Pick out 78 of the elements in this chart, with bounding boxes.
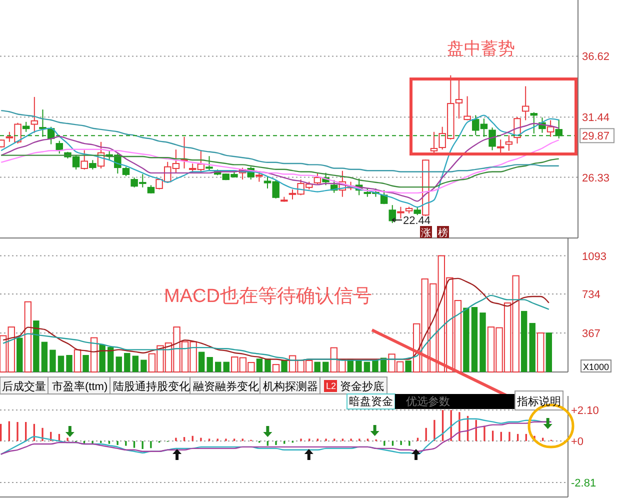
- text: 机构探测器: [263, 381, 318, 393]
- bar: [116, 356, 122, 372]
- annotation: 22.44: [403, 215, 431, 227]
- bar: [124, 352, 130, 372]
- bar: [529, 322, 536, 372]
- bar: [50, 350, 56, 372]
- bar: [314, 362, 320, 372]
- candlestick: [122, 166, 130, 177]
- bar: [463, 308, 470, 372]
- bar: [16, 338, 23, 372]
- candlestick: [314, 173, 322, 185]
- y-tick-label: 734: [582, 288, 600, 301]
- bar: [132, 356, 139, 372]
- annotation: 优选参数: [406, 395, 450, 408]
- y-tick-label: 1093: [582, 250, 606, 263]
- bar: [24, 301, 32, 372]
- y-tick-label: -2.81: [571, 478, 596, 490]
- candlestick: [464, 96, 471, 121]
- bar: [356, 360, 362, 372]
- candlestick: [496, 139, 504, 154]
- y-tick-label: +2.10: [571, 405, 599, 418]
- bar: [322, 362, 329, 372]
- bar: [223, 362, 230, 372]
- bar: [140, 360, 147, 372]
- annotation: 涨: [421, 227, 431, 239]
- candlestick: [206, 156, 213, 171]
- bar: [281, 360, 288, 372]
- text: 融资融券变化: [193, 380, 259, 393]
- y-tick-label: 367: [582, 328, 600, 340]
- bar: [272, 364, 280, 372]
- candlestick: [22, 121, 30, 132]
- bar: [264, 358, 271, 372]
- candlestick: [505, 134, 513, 152]
- bar: [58, 356, 64, 372]
- bar: [364, 362, 370, 372]
- candlestick: [89, 160, 96, 170]
- text: L2: [326, 381, 336, 391]
- bar: [66, 354, 72, 372]
- candlestick: [546, 120, 554, 138]
- bar: [198, 352, 205, 372]
- annotation: 榜: [438, 227, 448, 239]
- y-tick-label: 31.44: [582, 112, 610, 124]
- line-series: [0, 139, 560, 194]
- y-tick-label: 36.62: [582, 51, 610, 64]
- candlestick: [80, 150, 88, 170]
- candlestick: [522, 86, 530, 121]
- line-series: [2, 278, 550, 361]
- candlestick: [430, 131, 438, 154]
- annotation: MACD也在等待确认信号: [164, 286, 372, 307]
- bar: [108, 347, 114, 372]
- y-axis-title: X1000: [583, 362, 610, 372]
- bar: [99, 344, 106, 372]
- bar: [256, 358, 263, 372]
- bar: [480, 312, 486, 372]
- text: 资金抄底: [340, 380, 384, 393]
- bar: [372, 360, 378, 372]
- text: 陆股通持股变化: [113, 380, 190, 393]
- ref-line-label: 29.87: [582, 130, 610, 143]
- bar: [33, 320, 40, 372]
- bar: [90, 337, 98, 372]
- line-series: [0, 110, 560, 172]
- bar: [41, 342, 48, 372]
- bar: [537, 332, 544, 372]
- bar: [215, 362, 222, 372]
- annotation: 盘中蓄势: [447, 39, 515, 58]
- y-tick-label: +0: [571, 436, 584, 448]
- text: 市盈率(ttm): [52, 380, 108, 393]
- bar: [546, 332, 552, 372]
- bar: [206, 357, 213, 372]
- candlestick: [397, 206, 404, 219]
- bar: [471, 307, 478, 372]
- bar: [82, 354, 89, 372]
- bar: [520, 310, 528, 372]
- text: 后成交量: [2, 380, 46, 393]
- y-tick-label: 26.33: [582, 172, 610, 184]
- bar: [74, 349, 82, 372]
- candlestick: [30, 96, 38, 134]
- bar: [405, 360, 412, 372]
